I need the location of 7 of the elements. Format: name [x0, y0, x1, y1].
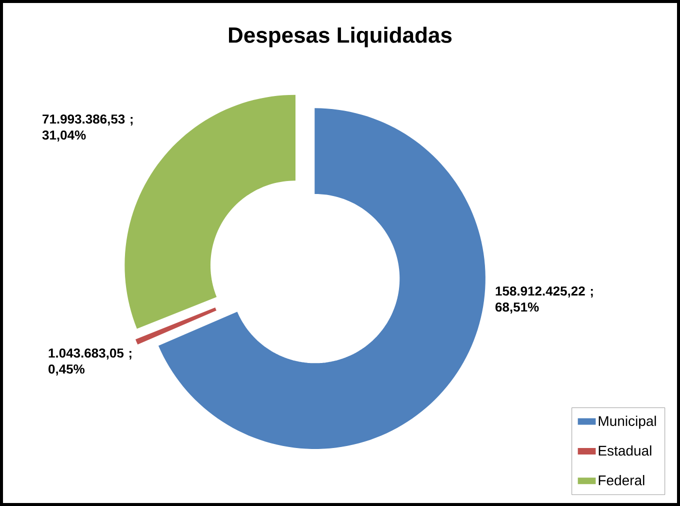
legend-label: Municipal: [598, 416, 656, 429]
chart-title: Despesas Liquidadas: [228, 26, 452, 48]
data-label: 1.043.683,05 ; 0,45%: [48, 348, 132, 376]
legend-label: Federal: [598, 475, 644, 486]
legend-label: Estadual: [598, 445, 652, 456]
data-label: 158.912.425,22 ; 68,51%: [495, 286, 593, 314]
data-label: 71.993.386,53 ; 31,04%: [42, 114, 133, 142]
